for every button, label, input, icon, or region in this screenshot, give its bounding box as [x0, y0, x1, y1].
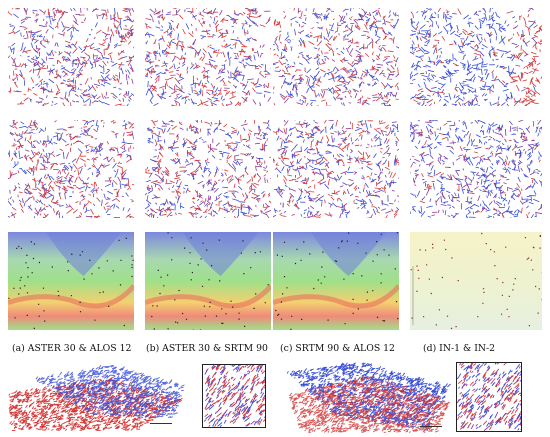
panel-a-row2 [8, 120, 134, 218]
stream-network-c2 [273, 120, 399, 218]
stream-network-d1 [410, 8, 542, 106]
panel-a-dem [8, 232, 134, 330]
stream-segments [273, 8, 399, 106]
stream-segments [146, 121, 271, 218]
inset-right [456, 359, 526, 432]
stream-segments [9, 8, 134, 106]
caption-a: (a) ASTER 30 & ALOS 12 [12, 343, 132, 354]
stream-network-d2 [410, 120, 542, 218]
stream-segments [457, 359, 525, 431]
stream-network-b1 [145, 8, 271, 106]
gap-region [203, 16, 232, 46]
panel-c-row2 [273, 120, 399, 218]
stream-segments [145, 8, 271, 106]
panel-b-row1 [145, 8, 271, 106]
panel-c-dem [273, 232, 399, 330]
gap-region [353, 140, 381, 169]
panel-d-row1 [410, 8, 542, 106]
gap-region [16, 26, 92, 64]
panel-a-row1 [8, 8, 134, 106]
stream-segments [145, 8, 271, 106]
strip-segments [35, 364, 185, 419]
panel-b-dem [145, 232, 271, 330]
stream-segments [8, 8, 134, 106]
stream-network-c1 [273, 8, 399, 106]
low-ridge [273, 284, 399, 309]
gap-region [289, 19, 322, 47]
stream-segments [410, 8, 542, 106]
stream-segments [273, 8, 399, 106]
stream-segments [145, 120, 271, 218]
stream-segments [410, 120, 542, 218]
gap-region [178, 131, 249, 170]
scale-bar-right [420, 426, 442, 427]
low-ridge [145, 284, 271, 309]
stream-segments [145, 8, 271, 106]
stream-segments [8, 120, 134, 218]
stream-segments [457, 359, 524, 431]
strip-left [6, 362, 192, 432]
stream-segments [410, 8, 542, 106]
stream-segments [410, 120, 542, 218]
scale-bar-left [150, 423, 172, 424]
high-valley [182, 232, 259, 277]
panel-d-dem [410, 232, 542, 330]
dem-map-d [410, 232, 542, 330]
stream-segments [277, 120, 399, 218]
dem-map-a [8, 232, 134, 330]
strip-network-left [8, 364, 185, 432]
gap-region [30, 123, 120, 141]
stream-segments [8, 120, 134, 218]
stream-network-b2 [145, 120, 271, 218]
elevation-surface [410, 232, 542, 330]
panel-c-row1 [273, 8, 399, 106]
caption-d: (d) IN-1 & IN-2 [423, 343, 496, 354]
high-valley [45, 232, 122, 277]
stream-segments [203, 361, 266, 425]
caption-c: (c) SRTM 90 & ALOS 12 [280, 343, 395, 354]
dem-map-b [145, 232, 271, 330]
stream-segments [273, 120, 399, 218]
stream-segments [273, 8, 399, 106]
stream-network-a1 [8, 8, 134, 106]
inset-network-left [203, 361, 270, 428]
stream-segments [145, 120, 271, 218]
inset-left [202, 361, 270, 428]
strip-segments [288, 375, 450, 433]
panel-b-row2 [145, 120, 271, 218]
stream-segments [8, 8, 134, 106]
inset-network-right [456, 359, 526, 431]
low-ridge [8, 284, 134, 309]
strip-network-right [286, 362, 451, 433]
strip-right [284, 362, 452, 434]
caption-b: (b) ASTER 30 & SRTM 90 [146, 343, 268, 354]
high-valley [310, 232, 387, 277]
stream-network-a2 [8, 120, 134, 218]
panel-d-row2 [410, 120, 542, 218]
dem-map-c [273, 232, 399, 330]
